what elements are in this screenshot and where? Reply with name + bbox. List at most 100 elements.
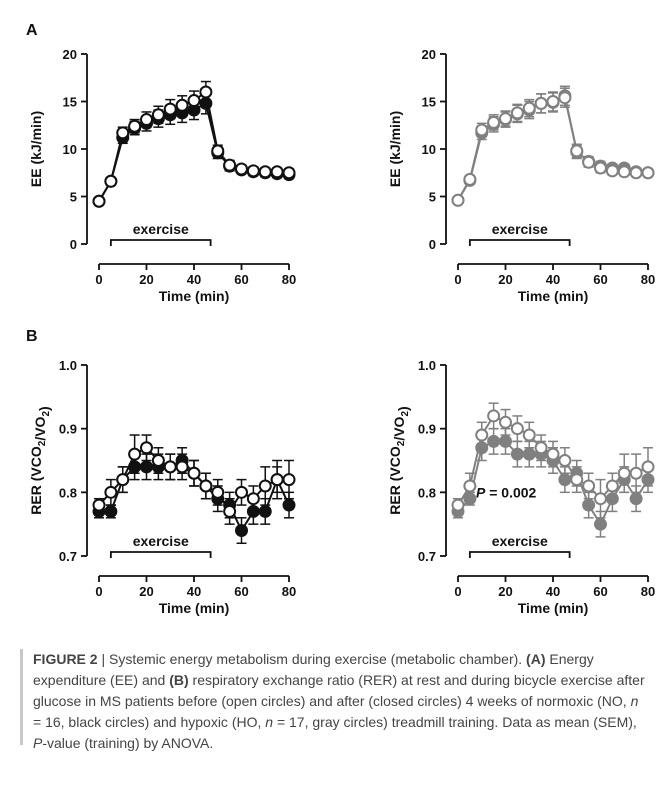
data-point [235, 485, 248, 499]
data-point [570, 473, 584, 487]
exercise-bracket [109, 551, 212, 558]
y-tick-label: 0.9 [59, 422, 77, 437]
y-tick-label: 0.7 [418, 549, 436, 564]
x-tick-label: 60 [593, 584, 607, 599]
series-open [92, 434, 296, 525]
caption-part: n [630, 693, 639, 709]
data-point [175, 98, 189, 112]
x-tick-label: 0 [95, 584, 102, 599]
data-point [487, 434, 501, 448]
data-point [641, 460, 655, 474]
data-point [558, 454, 572, 467]
y-tick-label: 10 [63, 142, 77, 157]
caption-part: -value (training) by ANOVA. [42, 735, 214, 751]
data-point [463, 172, 477, 186]
data-point [211, 144, 225, 158]
x-axis-label: Time (min) [518, 288, 589, 304]
data-point [282, 473, 296, 487]
y-axis-label: RER (VCO2/VO2) [387, 406, 411, 514]
exercise-bracket [109, 239, 212, 246]
caption-part: (B) [169, 672, 189, 688]
y-tick-label: 20 [422, 47, 436, 62]
data-point [140, 460, 153, 474]
x-tick-label: 0 [95, 272, 102, 287]
data-point [534, 441, 548, 455]
data-point [558, 473, 572, 487]
chart-A-left: 0 5 10 15 20 0 20 40 60 80 Time (min) EE (kJ/min) ex… [28, 47, 296, 304]
data-point [582, 479, 596, 493]
data-point [270, 165, 284, 179]
data-point [617, 165, 631, 179]
chart-A-right: 0 5 10 15 20 0 20 40 60 80 Time (min) EE (kJ/min) ex… [387, 47, 655, 304]
data-point [104, 174, 118, 188]
caption-part: n [265, 714, 274, 730]
data-point [246, 492, 260, 506]
data-point [211, 485, 225, 499]
data-point [140, 113, 153, 127]
y-tick-label: 1.0 [59, 358, 77, 373]
x-axis-label: Time (min) [159, 600, 230, 616]
data-point [487, 115, 501, 129]
data-point [605, 479, 619, 493]
x-tick-label: 80 [282, 584, 296, 599]
data-point [510, 422, 524, 436]
y-tick-label: 0 [429, 237, 436, 252]
data-point [163, 102, 177, 116]
data-point [594, 517, 607, 531]
y-axis-label: EE (kJ/min) [387, 111, 403, 187]
x-tick-label: 0 [454, 272, 461, 287]
data-point [629, 466, 643, 480]
data-point [199, 85, 213, 99]
x-tick-label: 20 [139, 584, 153, 599]
exercise-label: exercise [492, 533, 548, 549]
x-axis-label: Time (min) [518, 600, 589, 616]
data-point [629, 492, 643, 506]
data-point [270, 473, 284, 487]
data-point [282, 498, 296, 512]
y-tick-label: 5 [70, 190, 77, 205]
data-point [475, 123, 489, 137]
data-point [128, 119, 142, 133]
y-axis-label: RER (VCO2/VO2) [28, 406, 52, 514]
data-point [151, 108, 165, 122]
data-point [475, 428, 489, 442]
exercise-bracket [468, 239, 571, 246]
data-point [558, 91, 572, 105]
data-point [510, 106, 524, 120]
x-tick-label: 60 [593, 272, 607, 287]
exercise-bracket [468, 551, 571, 558]
data-point [510, 447, 524, 461]
series-open [451, 402, 655, 519]
data-point [235, 162, 248, 176]
data-point [582, 498, 596, 512]
data-point [617, 466, 631, 480]
x-axis-label: Time (min) [159, 288, 230, 304]
x-tick-label: 0 [454, 584, 461, 599]
data-point [223, 504, 237, 518]
x-tick-label: 20 [498, 584, 512, 599]
data-point [258, 165, 272, 179]
p-value-label: P = 0.002 [476, 484, 537, 500]
y-tick-label: 10 [422, 142, 436, 157]
data-point [258, 504, 272, 518]
x-tick-label: 80 [641, 584, 655, 599]
data-point [223, 158, 237, 172]
data-point [235, 524, 248, 538]
data-point [534, 96, 548, 110]
data-point [104, 504, 118, 518]
data-point [522, 447, 536, 461]
data-point [594, 492, 607, 506]
series-open [451, 87, 655, 207]
exercise-label: exercise [492, 221, 548, 237]
x-tick-label: 40 [546, 272, 560, 287]
y-tick-label: 0.9 [418, 422, 436, 437]
data-point [128, 447, 142, 461]
y-tick-label: 0.7 [59, 549, 77, 564]
caption-part: (A) [526, 651, 546, 667]
y-tick-label: 0.8 [418, 485, 436, 500]
data-point [546, 447, 560, 461]
data-point [451, 498, 465, 512]
series-line [457, 96, 648, 201]
data-point [187, 466, 201, 480]
data-point [605, 164, 619, 178]
